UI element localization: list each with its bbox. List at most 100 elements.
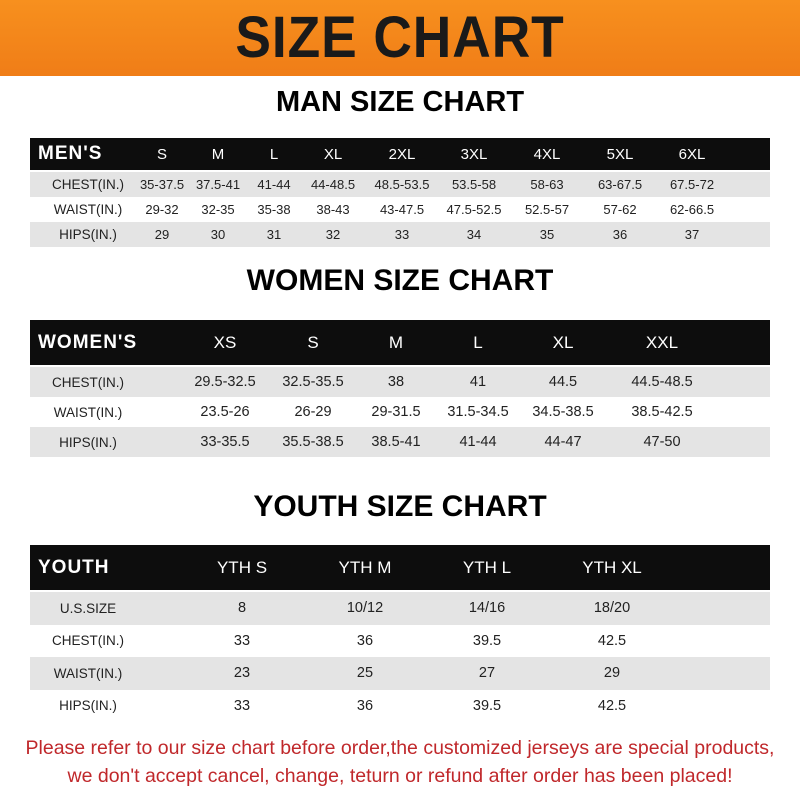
size-column-header: YTH M [338,557,392,577]
table-cell: 37.5-41 [195,177,241,192]
size-column-header: 5XL [606,145,634,163]
table-cell: 26-29 [294,404,332,420]
size-column-header: XXL [645,332,679,352]
table-row: WAIST(IN.) 23 25 27 29 [30,657,770,690]
table-cell: 10/12 [346,600,384,617]
size-column-header: 3XL [460,145,488,163]
table-cell: 38-43 [316,202,350,217]
table-cell: 53.5-58 [451,177,497,192]
table-cell: 23.5-26 [200,404,250,420]
table-row: CHEST(IN.) 29.5-32.5 32.5-35.5 38 41 44.5 44.5… [30,367,770,397]
size-column-header: 4XL [533,145,561,163]
size-column-header: 6XL [678,145,706,163]
table-cell: 23 [233,665,251,682]
table-cell: 39.5 [472,697,502,714]
size-column-header: XS [213,332,237,352]
table-cell: 47-50 [643,434,681,450]
table-cell: 33 [233,632,251,649]
table-cell: 33-35.5 [200,434,250,450]
section-title: WOMEN SIZE CHART [246,264,554,297]
table-header-row: WOMEN'S XS S M L XL XXL [30,320,770,365]
measurement-label: HIPS(IN.) [59,698,117,714]
table-cell: 42.5 [597,697,627,714]
header-banner: SIZE CHART [0,0,800,76]
table-cell: 30 [210,227,226,242]
size-column-header: S [307,332,319,352]
table-cell: 29 [154,227,170,242]
table-category-label: MEN'S [38,143,103,164]
table-cell: 48.5-53.5 [374,177,430,192]
table-cell: 38 [387,374,405,390]
measurement-label: HIPS(IN.) [59,434,117,450]
table-cell: 38.5-41 [371,434,421,450]
size-column-header: L [269,145,279,163]
measurement-label: CHEST(IN.) [52,177,124,192]
table-cell: 29 [603,665,621,682]
table-cell: 33 [233,697,251,714]
table-cell: 47.5-52.5 [446,202,502,217]
table-cell: 41-44 [257,177,291,192]
table-cell: 37 [684,227,700,242]
measurement-label: WAIST(IN.) [53,665,123,681]
table-cell: 43-47.5 [379,202,425,217]
table-cell: 31 [266,227,282,242]
table-category-label: WOMEN'S [38,331,138,353]
table-cell: 44-47 [544,434,582,450]
size-column-header: M [211,145,225,163]
measurement-label: WAIST(IN.) [53,202,123,217]
measurement-label: U.S.SIZE [59,600,117,616]
size-column-header: XL [323,145,343,163]
size-column-header: YTH S [216,557,268,577]
table-row: HIPS(IN.) 29 30 31 32 33 34 35 36 37 [30,222,770,247]
measurement-label: CHEST(IN.) [52,374,124,390]
table-cell: 29-32 [145,202,179,217]
table-cell: 34 [466,227,482,242]
table-cell: 32 [325,227,341,242]
table-header-row: YOUTH YTH S YTH M YTH L YTH XL [30,545,770,590]
measurement-label: HIPS(IN.) [59,227,117,242]
section-title: YOUTH SIZE CHART [253,490,547,523]
table-cell: 32-35 [201,202,235,217]
table-cell: 29.5-32.5 [194,374,256,390]
table-cell: 35-37.5 [139,177,185,192]
table-cell: 27 [478,665,496,682]
table-row: CHEST(IN.) 35-37.5 37.5-41 41-44 44-48.5 48.5… [30,172,770,197]
table-cell: 44.5-48.5 [631,374,693,390]
table-cell: 41 [469,374,487,390]
table-row: WAIST(IN.) 29-32 32-35 35-38 38-43 43-47.5 47.… [30,197,770,222]
table-row: HIPS(IN.) 33 36 39.5 42.5 [30,690,770,723]
table-row: CHEST(IN.) 33 36 39.5 42.5 [30,625,770,658]
table-cell: 36 [356,632,374,649]
size-column-header: M [388,332,404,352]
table-cell: 33 [394,227,410,242]
table-cell: 44.5 [548,374,578,390]
table-row: WAIST(IN.) 23.5-26 26-29 29-31.5 31.5-34.5 34… [30,397,770,427]
size-column-header: S [156,145,168,163]
size-column-header: YTH L [462,557,512,577]
size-column-header: 2XL [388,145,416,163]
table-cell: 44-48.5 [310,177,356,192]
size-column-header: L [473,332,483,352]
table-cell: 35-38 [257,202,291,217]
table-row: U.S.SIZE 8 10/12 14/16 18/20 [30,592,770,625]
table-cell: 35.5-38.5 [282,434,344,450]
table-cell: 57-62 [603,202,637,217]
table-cell: 36 [356,697,374,714]
table-row: HIPS(IN.) 33-35.5 35.5-38.5 38.5-41 41-44 44-… [30,427,770,457]
table-cell: 31.5-34.5 [447,404,509,420]
footer-line-2: we don't accept cancel, change, teturn o… [67,765,733,787]
table-cell: 8 [237,600,247,617]
page-title: SIZE CHART [235,5,565,70]
size-column-header: YTH XL [582,557,642,577]
table-cell: 42.5 [597,632,627,649]
table-cell: 14/16 [468,600,506,617]
table-cell: 38.5-42.5 [631,404,693,420]
measurement-label: CHEST(IN.) [52,633,124,649]
footer-notice: Please refer to our size chart before or… [0,734,800,790]
footer-line-1: Please refer to our size chart before or… [25,737,775,759]
table-cell: 36 [612,227,628,242]
section-title: MAN SIZE CHART [275,86,525,118]
table-cell: 25 [356,665,374,682]
table-cell: 62-66.5 [669,202,715,217]
table-cell: 18/20 [593,600,631,617]
